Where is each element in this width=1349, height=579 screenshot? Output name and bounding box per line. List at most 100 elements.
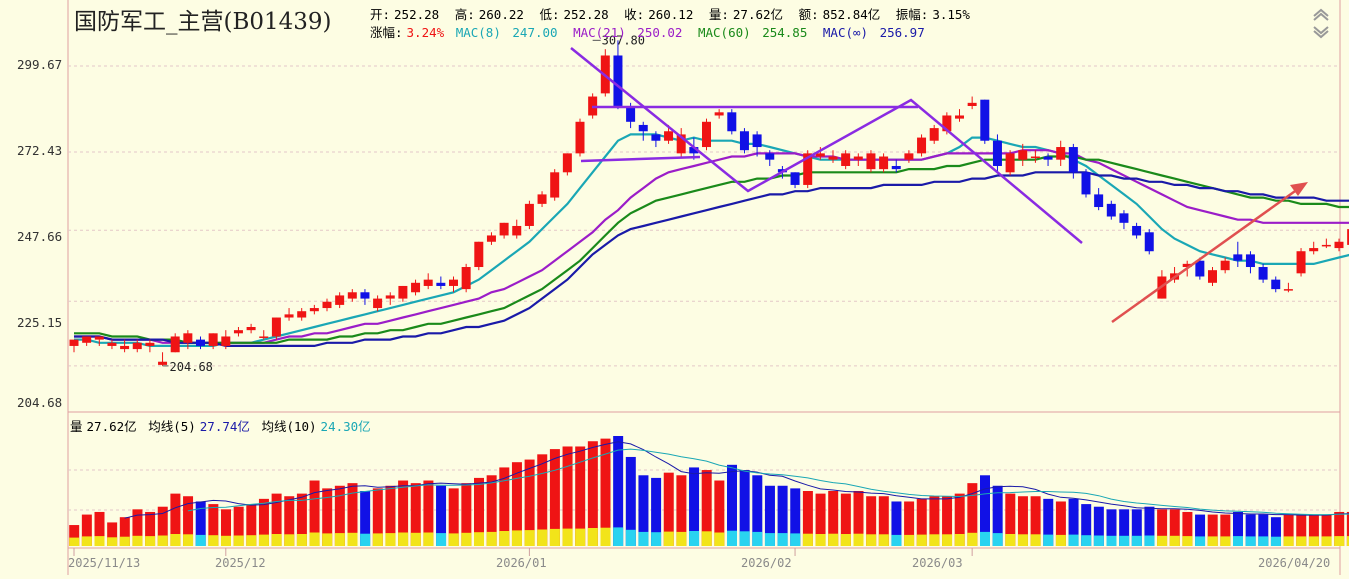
- x-tick-label: 2025/11/13: [68, 556, 141, 570]
- candle: [1094, 194, 1104, 208]
- volume-bar-inner: [1157, 535, 1168, 546]
- candle: [714, 112, 724, 116]
- quote-amplitude: 振幅: 3.15%: [895, 7, 970, 22]
- volume-bar: [486, 475, 497, 546]
- candle: [815, 153, 825, 157]
- volume-bar-inner: [524, 530, 535, 546]
- volume-bar: [461, 483, 472, 546]
- volume-bar-inner: [1017, 534, 1028, 546]
- change-value: 3.24%: [406, 25, 445, 40]
- volume-bar: [1119, 509, 1130, 546]
- candle: [1296, 251, 1306, 274]
- volume-bar-inner: [891, 534, 902, 546]
- candle: [917, 137, 927, 154]
- volume-bar: [499, 467, 510, 546]
- volume-bar-inner: [347, 532, 358, 546]
- volume-bar-inner: [752, 531, 763, 546]
- volume-bar: [1055, 501, 1066, 546]
- volume-bar-inner: [511, 530, 522, 546]
- volume-bar: [727, 464, 737, 546]
- candle: [879, 156, 889, 170]
- candle: [866, 153, 876, 170]
- ma8-legend: MAC(8) 247.00: [455, 25, 558, 40]
- candle: [739, 131, 749, 151]
- volume-bar-inner: [107, 537, 118, 546]
- candle: [1144, 232, 1154, 252]
- volume-bar-inner: [689, 531, 700, 546]
- candle: [980, 99, 990, 141]
- volume-bar: [866, 496, 877, 546]
- volume-bar-inner: [1043, 534, 1054, 546]
- scroll-down-icon[interactable]: [1310, 24, 1332, 39]
- volume-bar: [233, 506, 244, 546]
- volume-bar: [562, 446, 573, 546]
- volume-bar-inner: [1106, 535, 1117, 546]
- volume-bar: [157, 506, 168, 546]
- candle: [1068, 147, 1078, 173]
- candle: [1043, 156, 1053, 160]
- low-label: 204.68: [170, 360, 213, 374]
- candle: [1245, 254, 1255, 268]
- volume-bar-inner: [334, 533, 345, 546]
- pattern-zigzag: [570, 47, 1083, 244]
- candle: [1018, 150, 1028, 160]
- volume-bar: [954, 493, 965, 546]
- candle: [297, 311, 307, 318]
- candle: [664, 131, 674, 141]
- candle: [790, 172, 800, 185]
- volume-bar-inner: [157, 535, 168, 546]
- candle: [1309, 248, 1319, 252]
- volume-bar: [1093, 506, 1104, 546]
- volume-bar: [1283, 514, 1294, 546]
- candle: [385, 295, 395, 299]
- volume-bar-inner: [448, 533, 459, 546]
- candle: [322, 301, 332, 309]
- volume-bar: [410, 483, 421, 546]
- scroll-up-icon[interactable]: [1310, 6, 1332, 21]
- candle: [1030, 156, 1040, 159]
- candle: [1233, 254, 1243, 261]
- candle: [1208, 270, 1217, 283]
- volume-bar-inner: [1245, 536, 1256, 546]
- volume-bar-inner: [1030, 534, 1041, 546]
- candle: [1321, 244, 1331, 247]
- candle: [651, 134, 661, 141]
- volume-bar: [613, 436, 624, 546]
- volume-ma5-value: 27.74亿: [199, 419, 250, 434]
- volume-bar-inner: [1005, 534, 1016, 546]
- volume-bar: [1233, 511, 1243, 546]
- volume-bar-inner: [423, 532, 434, 546]
- candle: [676, 134, 686, 154]
- candle: [120, 345, 130, 350]
- candle: [107, 342, 117, 346]
- candle: [436, 282, 446, 286]
- volume-bar: [81, 514, 92, 546]
- volume-bar-inner: [1131, 535, 1142, 546]
- trend-arrow-shaft: [1111, 187, 1299, 324]
- volume-bar: [1169, 509, 1180, 546]
- volume-ma5-label: 均线(5): [148, 419, 196, 434]
- volume-bar-inner: [1334, 536, 1345, 546]
- ma-line-2: [74, 149, 1349, 344]
- volume-bar: [107, 522, 118, 546]
- candle: [449, 279, 458, 286]
- volume-bar: [398, 480, 409, 546]
- volume-bar-inner: [638, 531, 649, 546]
- support-line: [580, 155, 701, 163]
- volume-bar: [638, 475, 649, 546]
- volume-bar-inner: [651, 532, 662, 546]
- volume-bar: [764, 485, 775, 546]
- volume-bar: [1296, 514, 1307, 546]
- volume-ma-line-5: [124, 441, 1349, 519]
- volume-bar: [448, 488, 459, 546]
- volume-bar: [853, 491, 864, 546]
- candle: [1195, 260, 1205, 277]
- candle: [1132, 225, 1142, 236]
- candle: [575, 121, 585, 154]
- volume-bar: [372, 488, 383, 546]
- volume-bar-inner: [1055, 534, 1066, 546]
- volume-bar: [676, 475, 687, 546]
- candle: [524, 203, 534, 226]
